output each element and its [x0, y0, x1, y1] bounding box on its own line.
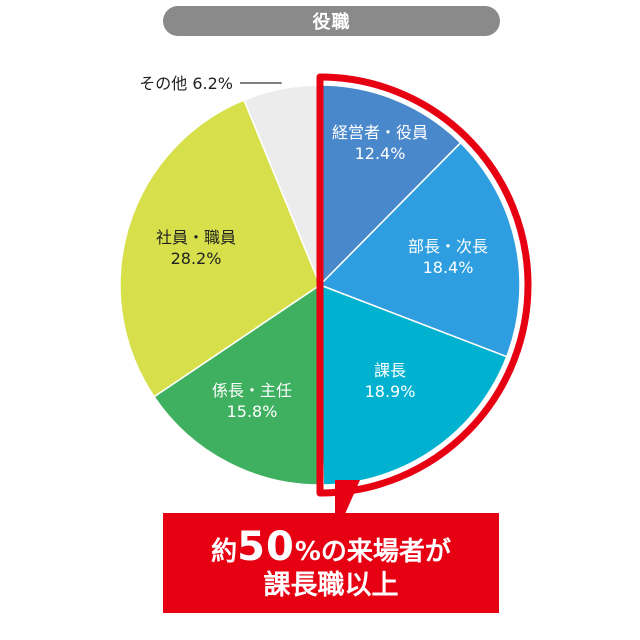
- slice-label: その他 6.2%: [139, 74, 233, 93]
- slice-label: 経営者・役員: [332, 123, 428, 142]
- pie-slice: [153, 283, 324, 486]
- slices-layer: [119, 84, 521, 486]
- slice-value-label: 15.8%: [227, 402, 278, 421]
- callout-line-2: 課長職以上: [263, 570, 399, 602]
- slice-label: 部長・次長: [408, 237, 488, 256]
- slice-value-label: 18.4%: [423, 258, 474, 277]
- highlight-outline: [316, 73, 532, 497]
- callout-line-1: 約50%の来場者が: [211, 524, 451, 570]
- labels-layer: 経営者・役員 12.4% 部長・次長 18.4% 課長 18.9% 係長・主任 15.8% 社員…: [139, 74, 488, 421]
- header-pill: 役職: [163, 6, 500, 36]
- chart-title: 役職: [312, 12, 351, 33]
- callout-number: 50: [237, 524, 295, 571]
- callout-suffix: %の来場者が: [294, 537, 451, 568]
- slice-value-label: 18.9%: [365, 382, 416, 401]
- callout-prefix: 約: [211, 537, 238, 568]
- highlight-layer: [316, 73, 532, 514]
- slice-label: 課長: [374, 361, 406, 380]
- pie-slice: [319, 84, 462, 287]
- slice-label: 係長・主任: [212, 381, 292, 400]
- slice-value-label: 28.2%: [171, 249, 222, 268]
- slice-label: 社員・職員: [156, 228, 236, 247]
- pie-slice: [119, 99, 321, 398]
- callout-box: 約50%の来場者が 課長職以上: [163, 513, 499, 613]
- callout-pointer: [335, 480, 360, 514]
- pie-slice: [318, 141, 521, 358]
- slice-value-label: 12.4%: [355, 144, 406, 163]
